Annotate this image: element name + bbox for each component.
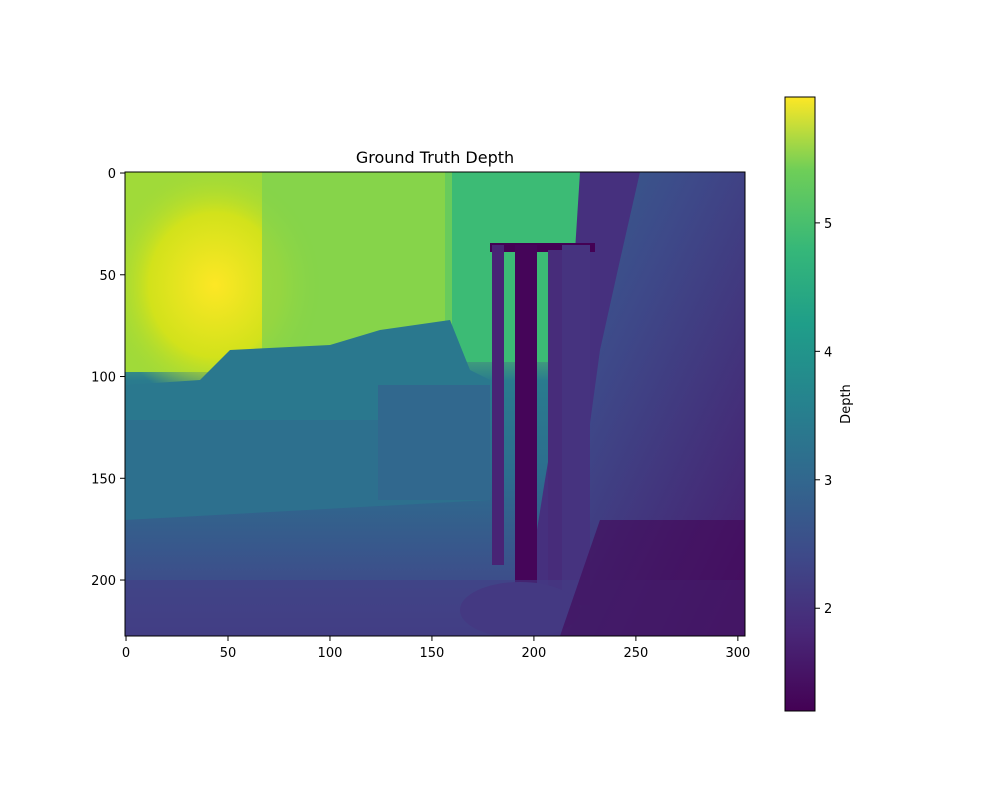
chair-leg-1: [492, 245, 504, 565]
y-tick-label: 0: [108, 167, 116, 182]
plot-frame: [124, 171, 746, 637]
x-tick-label: 300: [725, 646, 750, 661]
colorbar: 2 3 4 5 Depth: [784, 96, 854, 712]
y-tick-label: 50: [99, 269, 116, 284]
y-tick-label: 200: [91, 574, 116, 589]
colorbar-ticks: 2 3 4 5: [815, 217, 832, 617]
table-block: [378, 385, 490, 500]
colorbar-tick-label: 2: [824, 602, 832, 617]
x-tick-label: 100: [318, 646, 343, 661]
y-tick-label: 150: [91, 472, 116, 487]
x-tick-label: 0: [122, 646, 130, 661]
colorbar-tick-label: 3: [824, 474, 832, 489]
x-tick-label: 200: [522, 646, 547, 661]
x-tick-label: 250: [623, 646, 648, 661]
colorbar-tick-label: 5: [824, 217, 832, 232]
y-axis: 0 50 100 150 200: [91, 167, 125, 589]
x-tick-label: 150: [420, 646, 445, 661]
colorbar-gradient: [784, 96, 816, 712]
title-group: Ground Truth Depth: [356, 148, 514, 167]
chart-title: Ground Truth Depth: [356, 148, 514, 167]
x-axis: 0 50 100 150 200 250 300: [122, 636, 750, 661]
depth-image: [125, 172, 745, 636]
chair-leg-4: [562, 245, 590, 605]
y-tick-label: 100: [91, 371, 116, 386]
floor-corner: [560, 520, 745, 636]
colorbar-label: Depth: [839, 384, 854, 424]
chair-leg-2: [515, 245, 537, 635]
colorbar-tick-label: 4: [824, 345, 832, 360]
chair-leg-3: [548, 250, 562, 590]
x-tick-label: 50: [220, 646, 237, 661]
